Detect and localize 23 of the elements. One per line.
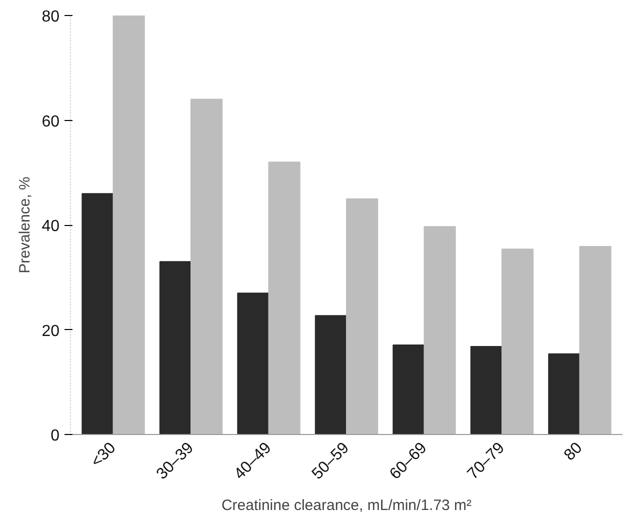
bar — [501, 248, 534, 434]
bar — [548, 353, 580, 434]
y-tick-label: 80 — [42, 8, 60, 26]
x-axis-title: Creatinine clearance, mL/min/1.73 m² — [221, 496, 472, 514]
y-tick-label: 0 — [50, 428, 60, 444]
bar — [190, 98, 223, 434]
bar — [470, 346, 502, 434]
bar — [346, 198, 378, 434]
bar — [82, 193, 114, 434]
bar — [237, 292, 270, 434]
y-axis-title: Prevalence, % — [16, 176, 34, 274]
x-tick-label: <30 — [88, 439, 120, 471]
x-tick-label: 80 — [561, 439, 586, 464]
y-tick-label: 40 — [42, 218, 60, 235]
bar — [579, 246, 612, 434]
bar — [424, 226, 456, 434]
bar — [314, 315, 347, 434]
bar — [392, 344, 425, 434]
bar — [112, 16, 145, 434]
y-tick-label: 60 — [42, 113, 60, 130]
y-tick-label: 20 — [42, 322, 60, 340]
bar — [159, 261, 192, 434]
bar — [268, 162, 300, 434]
